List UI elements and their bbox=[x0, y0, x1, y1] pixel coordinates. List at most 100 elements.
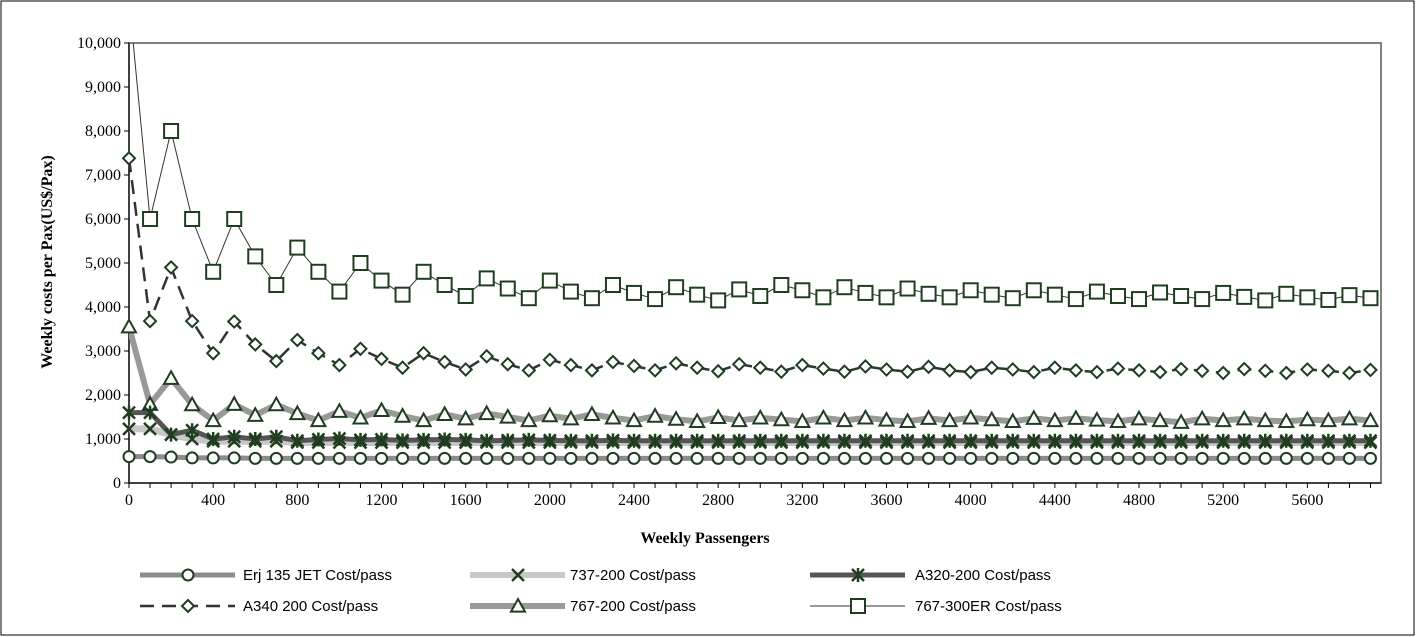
marker-star bbox=[479, 433, 494, 448]
marker-diamond bbox=[353, 341, 368, 357]
marker-diamond bbox=[773, 364, 789, 380]
marker-circle bbox=[1279, 451, 1293, 465]
marker-triangle bbox=[1109, 412, 1127, 428]
marker-triangle bbox=[1067, 409, 1085, 425]
series-markers-0 bbox=[122, 450, 1377, 465]
marker-star bbox=[1300, 433, 1315, 448]
marker-diamond bbox=[1110, 361, 1126, 377]
marker-circle bbox=[837, 451, 851, 465]
marker-star bbox=[921, 433, 936, 448]
marker-square bbox=[1194, 291, 1211, 308]
marker-circle bbox=[1258, 451, 1272, 465]
marker-triangle bbox=[919, 409, 938, 425]
marker-star bbox=[816, 433, 831, 448]
marker-diamond bbox=[142, 313, 158, 329]
marker-star bbox=[963, 433, 978, 448]
marker-star bbox=[374, 432, 389, 447]
marker-triangle bbox=[351, 408, 370, 425]
marker-triangle bbox=[509, 596, 527, 613]
legend-label: 767-300ER Cost/pass bbox=[915, 598, 1062, 615]
marker-star bbox=[164, 427, 178, 442]
marker-diamond bbox=[437, 354, 453, 370]
marker-diamond bbox=[1257, 363, 1273, 379]
x-tick-label: 2400 bbox=[618, 492, 650, 509]
marker-square bbox=[1299, 289, 1316, 306]
marker-circle bbox=[1237, 451, 1251, 465]
marker-star bbox=[1005, 433, 1020, 448]
marker-triangle bbox=[688, 412, 706, 428]
marker-circle bbox=[795, 451, 809, 465]
marker-star bbox=[1026, 433, 1041, 448]
marker-star bbox=[353, 432, 368, 447]
marker-circle bbox=[1132, 451, 1146, 465]
marker-square bbox=[1025, 282, 1042, 299]
marker-diamond bbox=[1131, 362, 1147, 378]
marker-square bbox=[436, 277, 453, 293]
marker-circle bbox=[1174, 451, 1188, 465]
marker-triangle bbox=[1277, 412, 1296, 428]
marker-square bbox=[289, 239, 306, 256]
marker-star bbox=[1363, 433, 1378, 448]
marker-square bbox=[415, 263, 432, 280]
marker-square bbox=[1004, 290, 1021, 307]
marker-diamond bbox=[605, 354, 621, 370]
marker-triangle bbox=[414, 411, 433, 428]
marker-diamond bbox=[1363, 362, 1378, 378]
marker-triangle bbox=[1130, 409, 1148, 426]
y-tick-label: 10,000 bbox=[77, 35, 121, 52]
legend-label: A320-200 Cost/pass bbox=[915, 567, 1051, 584]
marker-triangle bbox=[1361, 411, 1380, 428]
marker-square bbox=[499, 280, 516, 297]
marker-star bbox=[648, 433, 662, 448]
marker-square bbox=[541, 272, 558, 289]
legend-item-737-200: 737-200 Cost/pass bbox=[470, 567, 696, 584]
marker-triangle bbox=[520, 411, 538, 428]
marker-triangle bbox=[1172, 413, 1190, 429]
marker-star bbox=[122, 405, 136, 420]
marker-circle bbox=[1090, 451, 1104, 465]
series-markers-2 bbox=[122, 405, 1378, 448]
marker-triangle bbox=[646, 407, 664, 423]
marker-diamond bbox=[500, 356, 516, 372]
legend-item-767-300er: 767-300ER Cost/pass bbox=[810, 598, 1062, 615]
marker-star bbox=[942, 433, 957, 448]
marker-diamond bbox=[1152, 364, 1168, 380]
marker-circle bbox=[648, 451, 662, 465]
marker-triangle bbox=[120, 317, 138, 334]
marker-square bbox=[184, 211, 201, 227]
x-tick-label: 3600 bbox=[871, 492, 903, 509]
marker-triangle bbox=[1088, 411, 1106, 427]
marker-diamond bbox=[226, 314, 242, 329]
marker-triangle bbox=[772, 410, 791, 427]
legend-label: Erj 135 JET Cost/pass bbox=[243, 567, 392, 584]
y-tick-label: 9,000 bbox=[85, 79, 121, 96]
marker-circle bbox=[1342, 451, 1356, 465]
marker-square bbox=[962, 282, 979, 299]
marker-diamond bbox=[205, 345, 221, 361]
marker-circle bbox=[1069, 451, 1083, 465]
marker-square bbox=[1278, 285, 1295, 302]
x-tick-label: 5200 bbox=[1207, 492, 1239, 509]
marker-diamond bbox=[837, 364, 852, 380]
marker-star bbox=[1258, 433, 1273, 448]
marker-diamond bbox=[921, 359, 937, 375]
marker-square bbox=[1215, 284, 1232, 301]
y-tick-label: 0 bbox=[113, 475, 121, 492]
marker-circle bbox=[459, 451, 473, 465]
marker-circle bbox=[627, 451, 641, 465]
marker-square bbox=[1236, 288, 1253, 305]
marker-diamond bbox=[395, 360, 410, 376]
marker-star bbox=[753, 433, 768, 448]
marker-triangle bbox=[1004, 412, 1022, 428]
marker-circle bbox=[438, 451, 452, 465]
x-tick-label: 4000 bbox=[955, 492, 987, 509]
marker-star bbox=[606, 433, 620, 448]
marker-diamond bbox=[1299, 362, 1315, 377]
marker-diamond bbox=[1342, 365, 1357, 381]
marker-diamond bbox=[1089, 364, 1105, 380]
marker-square bbox=[1257, 292, 1274, 309]
marker-square bbox=[1320, 291, 1337, 308]
marker-diamond bbox=[121, 150, 137, 166]
marker-triangle bbox=[1214, 411, 1232, 428]
marker-square bbox=[899, 280, 916, 297]
